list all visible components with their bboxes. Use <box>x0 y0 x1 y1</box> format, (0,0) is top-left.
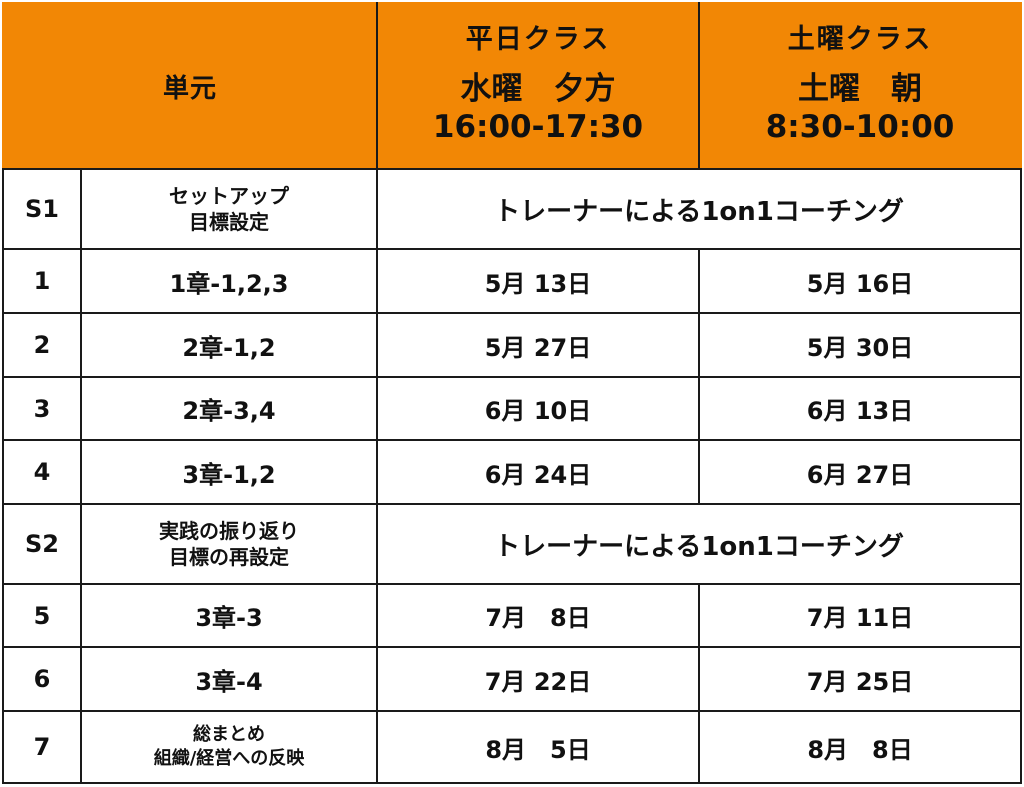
row-id: S2 <box>3 504 81 584</box>
unit-line: セットアップ <box>82 183 376 209</box>
row-id: S1 <box>3 169 81 249</box>
saturday-date: 5月 30日 <box>699 313 1021 377</box>
saturday-date: 5月 16日 <box>699 249 1021 313</box>
weekday-class-header: 平日クラス 水曜 夕方 16:00-17:30 <box>377 3 699 169</box>
unit-cell: 3章-4 <box>81 647 377 711</box>
weekday-class-day: 水曜 夕方 <box>378 70 698 108</box>
saturday-date: 8月 8日 <box>699 711 1021 783</box>
row-id: 3 <box>3 377 81 440</box>
saturday-date: 6月 13日 <box>699 377 1021 440</box>
table-row: 2 2章-1,2 5月 27日 5月 30日 <box>3 313 1021 377</box>
unit-cell: 2章-1,2 <box>81 313 377 377</box>
header-row: 単元 平日クラス 水曜 夕方 16:00-17:30 土曜クラス 土曜 朝 8:… <box>3 3 1021 169</box>
weekday-date: 5月 27日 <box>377 313 699 377</box>
table-row: 5 3章-3 7月 8日 7月 11日 <box>3 584 1021 647</box>
unit-line: 目標の再設定 <box>82 544 376 570</box>
weekday-date: 6月 10日 <box>377 377 699 440</box>
unit-header: 単元 <box>3 3 377 169</box>
table-row: 3 2章-3,4 6月 10日 6月 13日 <box>3 377 1021 440</box>
unit-cell: 総まとめ 組織/経営への反映 <box>81 711 377 783</box>
weekday-date: 8月 5日 <box>377 711 699 783</box>
row-id: 1 <box>3 249 81 313</box>
unit-cell: セットアップ 目標設定 <box>81 169 377 249</box>
row-id: 5 <box>3 584 81 647</box>
weekday-class-time: 16:00-17:30 <box>378 108 698 146</box>
weekday-date: 5月 13日 <box>377 249 699 313</box>
table-row: S1 セットアップ 目標設定 トレーナーによる1on1コーチング <box>3 169 1021 249</box>
unit-cell: 3章-3 <box>81 584 377 647</box>
saturday-class-time: 8:30-10:00 <box>700 108 1020 146</box>
saturday-class-header: 土曜クラス 土曜 朝 8:30-10:00 <box>699 3 1021 169</box>
unit-line: 総まとめ <box>82 723 376 747</box>
table-row: 1 1章-1,2,3 5月 13日 5月 16日 <box>3 249 1021 313</box>
coaching-cell: トレーナーによる1on1コーチング <box>377 169 1021 249</box>
unit-line: 実践の振り返り <box>82 518 376 544</box>
saturday-date: 7月 11日 <box>699 584 1021 647</box>
weekday-date: 7月 8日 <box>377 584 699 647</box>
weekday-class-name: 平日クラス <box>378 17 698 56</box>
row-id: 6 <box>3 647 81 711</box>
table-row: 4 3章-1,2 6月 24日 6月 27日 <box>3 440 1021 504</box>
saturday-date: 7月 25日 <box>699 647 1021 711</box>
unit-cell: 3章-1,2 <box>81 440 377 504</box>
row-id: 7 <box>3 711 81 783</box>
table-row: 6 3章-4 7月 22日 7月 25日 <box>3 647 1021 711</box>
unit-line: 組織/経営への反映 <box>82 747 376 771</box>
coaching-cell: トレーナーによる1on1コーチング <box>377 504 1021 584</box>
weekday-date: 6月 24日 <box>377 440 699 504</box>
weekday-date: 7月 22日 <box>377 647 699 711</box>
unit-cell: 1章-1,2,3 <box>81 249 377 313</box>
row-id: 2 <box>3 313 81 377</box>
table-row: S2 実践の振り返り 目標の再設定 トレーナーによる1on1コーチング <box>3 504 1021 584</box>
unit-cell: 2章-3,4 <box>81 377 377 440</box>
row-id: 4 <box>3 440 81 504</box>
unit-line: 目標設定 <box>82 209 376 235</box>
saturday-class-name: 土曜クラス <box>700 17 1020 56</box>
unit-header-label: 単元 <box>163 74 217 104</box>
table-row: 7 総まとめ 組織/経営への反映 8月 5日 8月 8日 <box>3 711 1021 783</box>
saturday-class-day: 土曜 朝 <box>700 70 1020 108</box>
saturday-date: 6月 27日 <box>699 440 1021 504</box>
unit-cell: 実践の振り返り 目標の再設定 <box>81 504 377 584</box>
